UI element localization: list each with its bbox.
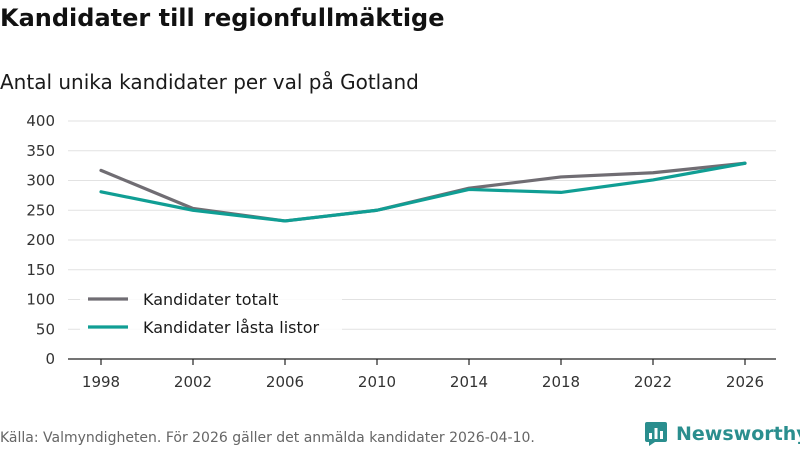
chart-subtitle: Antal unika kandidater per val på Gotlan… bbox=[0, 70, 419, 94]
x-tick-label: 2022 bbox=[634, 373, 672, 391]
x-tick-label: 2014 bbox=[450, 373, 488, 391]
x-tick-label: 2010 bbox=[358, 373, 396, 391]
series-line-locked bbox=[99, 161, 747, 223]
x-tick-label: 1998 bbox=[82, 373, 120, 391]
legend-label-locked: Kandidater låsta listor bbox=[143, 318, 320, 337]
source-note: Källa: Valmyndigheten. För 2026 gäller d… bbox=[0, 430, 535, 446]
y-tick-label: 200 bbox=[26, 231, 55, 249]
legend-label-total: Kandidater totalt bbox=[143, 290, 278, 309]
x-tick-label: 2002 bbox=[174, 373, 212, 391]
y-tick-label: 50 bbox=[36, 320, 55, 338]
newsworthy-logo-icon bbox=[645, 422, 667, 446]
y-tick-label: 0 bbox=[45, 350, 55, 368]
x-tick-label: 2026 bbox=[726, 373, 764, 391]
brand-name: Newsworthy bbox=[676, 423, 800, 445]
y-tick-label: 400 bbox=[26, 112, 55, 130]
x-tick-label: 2006 bbox=[266, 373, 304, 391]
brand: Newsworthy bbox=[644, 420, 800, 448]
legend-background bbox=[80, 284, 342, 346]
x-tick-label: 2018 bbox=[542, 373, 580, 391]
y-tick-label: 150 bbox=[26, 261, 55, 279]
y-tick-label: 300 bbox=[26, 172, 55, 190]
chart-title: Kandidater till regionfullmäktige bbox=[0, 4, 445, 32]
y-tick-label: 250 bbox=[26, 201, 55, 219]
y-tick-label: 350 bbox=[26, 142, 55, 160]
y-tick-label: 100 bbox=[26, 291, 55, 309]
line-chart: 0 50 100 150 200 250 300 350 400 1998 2002 2006 2010… bbox=[26, 112, 776, 391]
